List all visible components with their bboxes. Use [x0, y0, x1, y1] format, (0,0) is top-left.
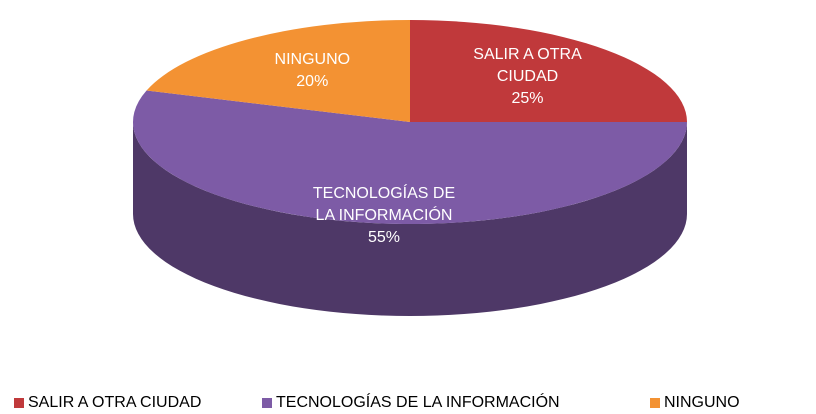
slice-category: NINGUNO [274, 50, 351, 68]
slice-category: SALIR A OTRA CIUDAD [473, 46, 582, 86]
slice-value: 55% [367, 229, 401, 247]
slice-top [133, 90, 688, 224]
slice [410, 20, 687, 122]
slice-label: NINGUNO 20% [237, 49, 387, 93]
slice-category: TECNOLOGÍAS DE LA INFORMACIÓN [312, 185, 456, 225]
slice [133, 90, 688, 316]
legend-item: NINGUNO [650, 394, 740, 412]
slice-side [133, 122, 687, 316]
slice-value: 20% [296, 72, 329, 90]
legend-label: TECNOLOGÍAS DE LA INFORMACIÓN [276, 394, 560, 411]
legend-item: SALIR A OTRA CIUDAD [14, 394, 201, 412]
legend-item: TECNOLOGÍAS DE LA INFORMACIÓN [262, 394, 560, 412]
slice-label: TECNOLOGÍAS DE LA INFORMACIÓN 55% [309, 183, 459, 249]
slice [146, 20, 410, 122]
legend-label: SALIR A OTRA CIUDAD [28, 394, 202, 411]
slice-top [410, 20, 687, 122]
legend-swatch [14, 398, 24, 408]
legend-swatch [650, 398, 660, 408]
legend-swatch [262, 398, 272, 408]
legend-label: NINGUNO [664, 394, 740, 411]
slice-label: SALIR A OTRA CIUDAD 25% [453, 44, 603, 110]
slice-top [146, 20, 410, 122]
slice-value: 25% [511, 90, 544, 108]
